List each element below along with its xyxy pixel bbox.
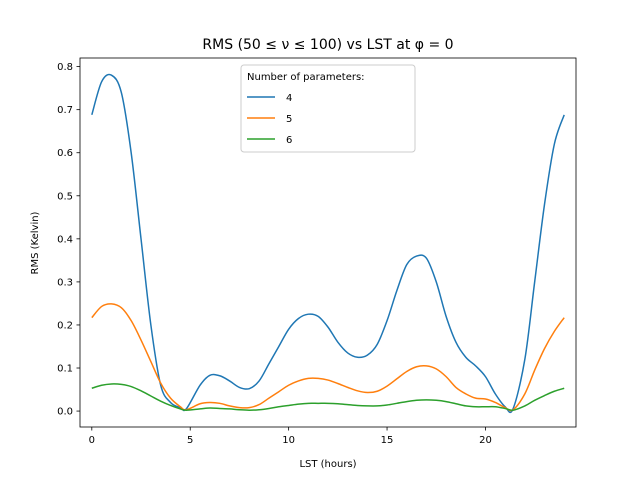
x-axis-label: LST (hours) [299,459,356,470]
legend-box [240,64,416,153]
y-tick-label: 0.4 [57,234,73,245]
y-tick-label: 0.2 [57,320,73,331]
legend-label-4: 4 [286,93,292,104]
series-line-6 [91,383,565,412]
y-tick-label: 0.5 [57,191,73,202]
x-tick-label: 15 [381,435,394,446]
x-tick-label: 0 [89,435,95,446]
plot-lines [91,73,565,414]
y-axis-label: RMS (Kelvin) [30,211,41,274]
y-tick-label: 0.7 [57,105,73,116]
y-axis: 0.0 0.1 0.2 0.3 0.4 0.5 0.6 0.7 0.8 [57,62,80,418]
x-tick-label: 5 [187,435,193,446]
series-line-5 [91,303,565,412]
series-line-4 [91,73,565,414]
x-axis: 0 5 10 15 20 [89,427,492,446]
legend-label-6: 6 [286,135,292,146]
x-tick-label: 20 [479,435,492,446]
chart-title: RMS (50 ≤ ν ≤ 100) vs LST at φ = 0 [202,37,453,53]
y-tick-label: 0.3 [57,277,73,288]
y-tick-label: 0.8 [57,62,73,73]
legend-label-5: 5 [286,114,292,125]
legend: Number of parameters: 4 5 6 [240,64,416,153]
legend-entries: 4 5 6 [247,93,292,146]
y-tick-label: 0.1 [57,364,73,375]
plot-area-frame [79,57,577,428]
y-tick-label: 0.6 [57,148,73,159]
x-tick-label: 10 [282,435,295,446]
y-tick-label: 0.0 [57,407,73,418]
legend-title: Number of parameters: [247,72,365,83]
